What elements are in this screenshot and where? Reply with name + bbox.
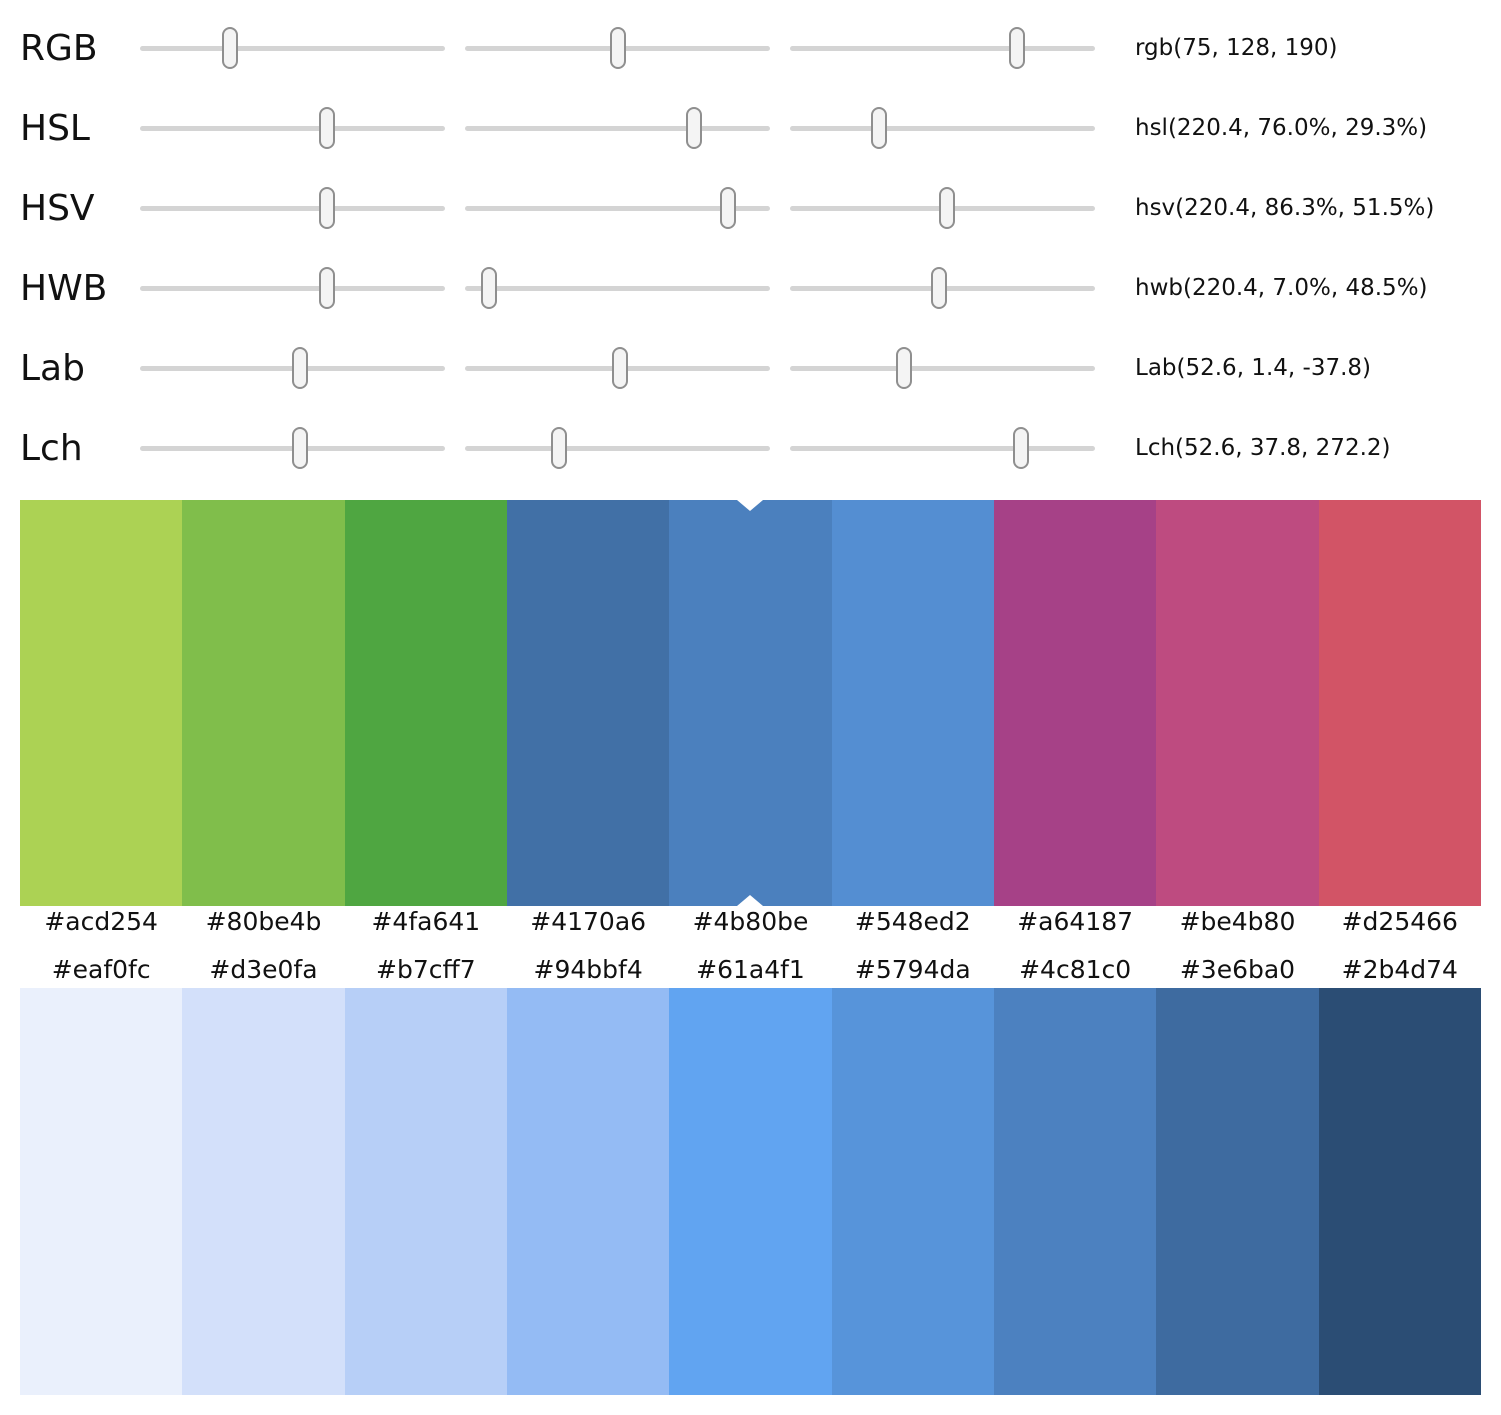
tint-hex-7: #3e6ba0 (1179, 955, 1296, 984)
tint-swatch-1[interactable] (182, 988, 345, 1395)
hue-hex-2: #4fa641 (371, 907, 481, 936)
rgb-b-slider-thumb[interactable] (1009, 27, 1026, 69)
hwb-value-text: hwb(220.4, 7.0%, 48.5%) (1135, 275, 1428, 301)
hsl-l-slider[interactable] (790, 107, 1095, 149)
hsv-h-slider-thumb[interactable] (318, 187, 335, 229)
hwb-h-slider-thumb[interactable] (318, 267, 335, 309)
selected-swatch-notch-bottom-icon (737, 895, 764, 906)
hue-hex-5: #548ed2 (854, 907, 971, 936)
hue-swatch-8[interactable] (1318, 500, 1481, 906)
row-label-hsl: HSL (20, 107, 90, 149)
tint-swatch-8[interactable] (1318, 988, 1481, 1395)
hsl-value-text: hsl(220.4, 76.0%, 29.3%) (1135, 115, 1428, 141)
hue-hex-labels: #acd254 #80be4b #4fa641 #4170a6 #4b80be … (20, 902, 1481, 942)
hue-swatch-3[interactable] (506, 500, 670, 906)
selected-swatch-notch-top-icon (737, 500, 764, 511)
slider-row-hsl: HSL hsl(220.4, 76.0%, 29.3%) (0, 88, 1501, 168)
hsl-s-slider[interactable] (465, 107, 770, 149)
hue-hex-6: #a64187 (1017, 907, 1134, 936)
tint-hex-1: #d3e0fa (209, 955, 318, 984)
hsl-s-slider-thumb[interactable] (685, 107, 702, 149)
lch-c-slider-thumb[interactable] (550, 427, 567, 469)
tint-hex-0: #eaf0fc (51, 955, 151, 984)
slider-row-lab: Lab Lab(52.6, 1.4, -37.8) (0, 328, 1501, 408)
tint-swatch-4[interactable] (669, 988, 832, 1395)
color-sliders-panel: RGB rgb(75, 128, 190) HSL hsl(220.4, 76.… (0, 8, 1501, 488)
hsl-l-slider-thumb[interactable] (871, 107, 888, 149)
hsv-v-slider-thumb[interactable] (939, 187, 956, 229)
tint-hex-3: #94bbf4 (533, 955, 643, 984)
hue-hex-4: #4b80be (692, 907, 809, 936)
lab-a-slider[interactable] (465, 347, 770, 389)
lab-b-slider[interactable] (790, 347, 1095, 389)
lab-b-slider-thumb[interactable] (896, 347, 913, 389)
slider-row-rgb: RGB rgb(75, 128, 190) (0, 8, 1501, 88)
tint-swatch-2[interactable] (344, 988, 507, 1395)
tint-hex-8: #2b4d74 (1341, 955, 1458, 984)
hue-hex-7: #be4b80 (1179, 907, 1296, 936)
lab-a-slider-thumb[interactable] (611, 347, 628, 389)
hue-swatch-0[interactable] (20, 500, 183, 906)
hwb-h-slider[interactable] (140, 267, 445, 309)
lch-c-slider[interactable] (465, 427, 770, 469)
rgb-b-slider[interactable] (790, 27, 1095, 69)
hsv-v-slider[interactable] (790, 187, 1095, 229)
tint-swatch-6[interactable] (993, 988, 1157, 1395)
hsl-h-slider-thumb[interactable] (318, 107, 335, 149)
hue-hex-3: #4170a6 (530, 907, 647, 936)
tint-swatch-7[interactable] (1156, 988, 1319, 1395)
rgb-value-text: rgb(75, 128, 190) (1135, 35, 1338, 61)
hsv-s-slider[interactable] (465, 187, 770, 229)
tint-hex-labels: #eaf0fc #d3e0fa #b7cff7 #94bbf4 #61a4f1 … (20, 950, 1481, 990)
hue-hex-0: #acd254 (44, 907, 158, 936)
hue-swatch-1[interactable] (182, 500, 345, 906)
lch-l-slider[interactable] (140, 427, 445, 469)
rgb-g-slider[interactable] (465, 27, 770, 69)
tint-palette (20, 988, 1481, 1395)
row-label-lab: Lab (20, 347, 85, 389)
rgb-g-slider-thumb[interactable] (610, 27, 627, 69)
hsl-h-slider[interactable] (140, 107, 445, 149)
lch-h-slider[interactable] (790, 427, 1095, 469)
hue-hex-8: #d25466 (1341, 907, 1458, 936)
tint-hex-6: #4c81c0 (1019, 955, 1132, 984)
tint-hex-2: #b7cff7 (376, 955, 476, 984)
rgb-r-slider[interactable] (140, 27, 445, 69)
lab-value-text: Lab(52.6, 1.4, -37.8) (1135, 355, 1371, 381)
tint-swatch-3[interactable] (506, 988, 670, 1395)
rgb-r-slider-thumb[interactable] (221, 27, 238, 69)
hue-palette (20, 500, 1481, 906)
lch-h-slider-thumb[interactable] (1012, 427, 1029, 469)
hwb-w-slider-thumb[interactable] (481, 267, 498, 309)
slider-row-hwb: HWB hwb(220.4, 7.0%, 48.5%) (0, 248, 1501, 328)
hue-swatch-2[interactable] (344, 500, 507, 906)
hwb-b-slider[interactable] (790, 267, 1095, 309)
row-label-rgb: RGB (20, 27, 98, 69)
lch-value-text: Lch(52.6, 37.8, 272.2) (1135, 435, 1391, 461)
tint-swatch-5[interactable] (831, 988, 994, 1395)
row-label-hwb: HWB (20, 267, 108, 309)
hue-swatch-7[interactable] (1156, 500, 1319, 906)
hue-swatch-5[interactable] (831, 500, 994, 906)
tint-hex-5: #5794da (854, 955, 971, 984)
hue-swatch-4-selected[interactable] (669, 500, 832, 906)
hue-hex-1: #80be4b (205, 907, 322, 936)
hwb-w-slider[interactable] (465, 267, 770, 309)
slider-row-lch: Lch Lch(52.6, 37.8, 272.2) (0, 408, 1501, 488)
hue-swatch-6[interactable] (993, 500, 1157, 906)
hsv-s-slider-thumb[interactable] (720, 187, 737, 229)
tint-hex-4: #61a4f1 (696, 955, 805, 984)
tint-swatch-0[interactable] (20, 988, 183, 1395)
lab-l-slider[interactable] (140, 347, 445, 389)
lch-l-slider-thumb[interactable] (292, 427, 309, 469)
row-label-lch: Lch (20, 427, 83, 469)
lab-l-slider-thumb[interactable] (292, 347, 309, 389)
hsv-h-slider[interactable] (140, 187, 445, 229)
row-label-hsv: HSV (20, 187, 95, 229)
slider-row-hsv: HSV hsv(220.4, 86.3%, 51.5%) (0, 168, 1501, 248)
hwb-b-slider-thumb[interactable] (931, 267, 948, 309)
hsv-value-text: hsv(220.4, 86.3%, 51.5%) (1135, 195, 1435, 221)
